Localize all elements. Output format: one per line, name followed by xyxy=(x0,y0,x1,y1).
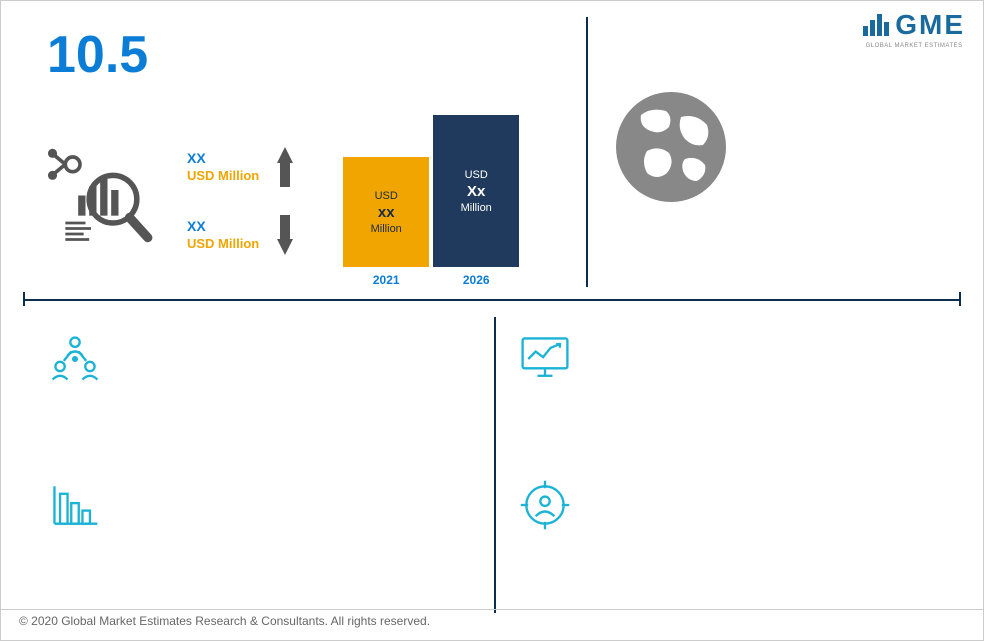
target-user-icon xyxy=(517,477,573,533)
top-right-panel xyxy=(611,87,951,207)
top-left-panel: XX USD Million XX USD Million xyxy=(1,101,586,301)
quadrant-top-left xyxy=(47,331,103,387)
people-network-icon xyxy=(47,331,103,387)
copyright-footer: © 2020 Global Market Estimates Research … xyxy=(19,614,430,628)
horizontal-divider xyxy=(23,299,961,301)
logo-subtext: GLOBAL MARKET ESTIMATES xyxy=(863,43,965,49)
down-usd: USD Million xyxy=(187,236,259,253)
down-xx: XX xyxy=(187,217,259,235)
up-usd: USD Million xyxy=(187,168,259,185)
bar-chart: USD xx Million 2021 USD Xx Million 2026 xyxy=(343,115,519,287)
bar1-unit: Million xyxy=(371,223,402,235)
arrow-up-icon xyxy=(277,147,293,187)
logo-bars-icon xyxy=(863,14,889,36)
bar2-value: Xx xyxy=(467,183,485,200)
metric-up-row: XX USD Million xyxy=(187,147,293,187)
bar2-unit: Million xyxy=(461,202,492,214)
quadrant-top-right xyxy=(517,331,573,387)
monitor-trend-icon xyxy=(517,331,573,387)
bar1-value: xx xyxy=(378,204,395,221)
footer-divider xyxy=(1,609,983,610)
quadrant-bottom-left xyxy=(47,477,103,533)
globe-icon xyxy=(611,87,731,207)
bar2-currency: USD xyxy=(465,169,488,181)
infographic-container: 10.5 GME GLOBAL MARKET ESTIMATES xyxy=(0,0,984,641)
up-down-metrics: XX USD Million XX USD Million xyxy=(187,147,293,255)
vertical-divider-top xyxy=(586,17,588,287)
analytics-search-icon xyxy=(47,146,157,256)
bar-2026: USD Xx Million xyxy=(433,115,519,267)
logo-text: GME xyxy=(895,9,965,41)
gme-logo: GME GLOBAL MARKET ESTIMATES xyxy=(863,9,965,49)
vertical-divider-bottom xyxy=(494,317,496,613)
bar-chart-icon xyxy=(47,477,103,533)
bar1-currency: USD xyxy=(375,190,398,202)
metric-down-row: XX USD Million xyxy=(187,215,293,255)
bar1-year: 2021 xyxy=(343,273,429,287)
bar-2021: USD xx Million xyxy=(343,157,429,267)
bar-2026-wrap: USD Xx Million 2026 xyxy=(433,115,519,287)
arrow-down-icon xyxy=(277,215,293,255)
up-xx: XX xyxy=(187,149,259,167)
quadrant-bottom-right xyxy=(517,477,573,533)
bar-2021-wrap: USD xx Million 2021 xyxy=(343,157,429,287)
bar2-year: 2026 xyxy=(433,273,519,287)
cagr-number: 10.5 xyxy=(47,25,148,85)
